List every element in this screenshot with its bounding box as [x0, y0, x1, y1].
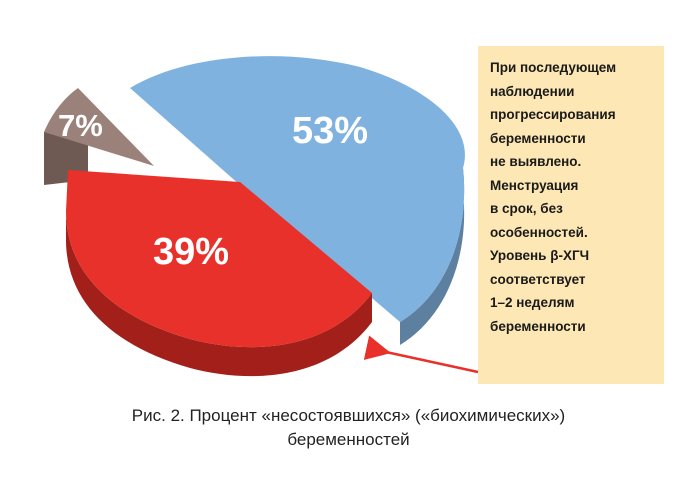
slice-39-side	[66, 211, 372, 377]
annotation-line: 1–2 неделям	[490, 295, 575, 310]
slice-53-top	[130, 56, 465, 323]
annotation-line: соответствует	[490, 271, 586, 287]
annotation-line: беременности	[490, 130, 586, 146]
caption-line: Рис. 2. Процент «несостоявшихся» («биохи…	[131, 406, 566, 425]
slice-7-top	[44, 88, 154, 166]
annotation-line: При последующем	[490, 60, 617, 75]
caption-line: беременностей	[287, 430, 410, 449]
annotation-line: прогрессирования	[490, 107, 616, 122]
slice-label-53: 53%	[292, 110, 368, 152]
figure-caption: Рис. 2. Процент «несостоявшихся» («биохи…	[0, 404, 697, 452]
annotation-line: беременности	[490, 318, 586, 334]
annotation-line: в срок, без	[490, 201, 563, 216]
slice-label-7: 7%	[58, 108, 103, 143]
slice-53-side	[400, 168, 465, 345]
slice-label-39: 39%	[153, 231, 229, 273]
slice-39-top	[66, 170, 372, 348]
annotation-line: не выявлено.	[490, 154, 582, 169]
annotation-line: наблюдении	[490, 83, 575, 99]
annotation-line: Менструация	[490, 177, 579, 193]
annotation-arrow	[363, 335, 479, 374]
annotation-line: особенностей.	[490, 224, 588, 240]
annotation-box: При последующем наблюдении прогрессирова…	[478, 46, 664, 384]
annotation-line: Уровень β-ХГЧ	[490, 248, 590, 263]
